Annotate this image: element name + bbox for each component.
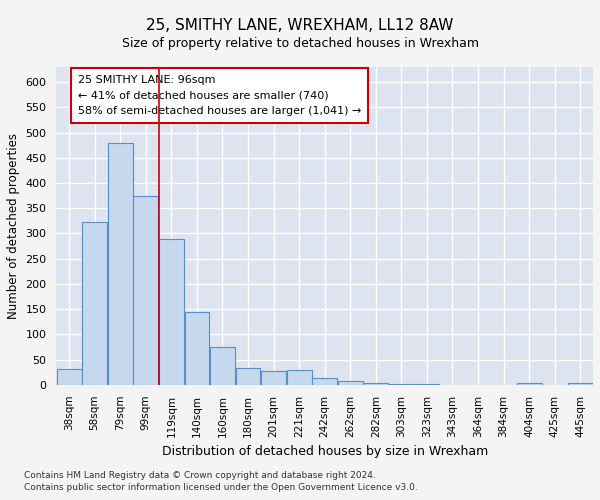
Bar — [210, 347, 235, 385]
Text: Size of property relative to detached houses in Wrexham: Size of property relative to detached ho… — [121, 38, 479, 51]
Bar — [108, 142, 133, 385]
Bar — [313, 378, 337, 385]
Bar — [287, 370, 311, 385]
Bar — [57, 368, 82, 385]
Text: Contains HM Land Registry data © Crown copyright and database right 2024.: Contains HM Land Registry data © Crown c… — [24, 471, 376, 480]
Bar — [185, 312, 209, 385]
Bar — [517, 383, 542, 385]
Bar — [82, 222, 107, 385]
Bar — [415, 384, 439, 385]
Bar — [568, 383, 593, 385]
Y-axis label: Number of detached properties: Number of detached properties — [7, 133, 20, 319]
X-axis label: Distribution of detached houses by size in Wrexham: Distribution of detached houses by size … — [161, 445, 488, 458]
Text: Contains public sector information licensed under the Open Government Licence v3: Contains public sector information licen… — [24, 484, 418, 492]
Bar — [159, 238, 184, 385]
Bar — [338, 382, 362, 385]
Bar — [261, 370, 286, 385]
Bar — [364, 384, 388, 385]
Text: 25, SMITHY LANE, WREXHAM, LL12 8AW: 25, SMITHY LANE, WREXHAM, LL12 8AW — [146, 18, 454, 32]
Text: 25 SMITHY LANE: 96sqm
← 41% of detached houses are smaller (740)
58% of semi-det: 25 SMITHY LANE: 96sqm ← 41% of detached … — [78, 75, 361, 116]
Bar — [133, 196, 158, 385]
Bar — [389, 384, 414, 385]
Bar — [236, 368, 260, 385]
